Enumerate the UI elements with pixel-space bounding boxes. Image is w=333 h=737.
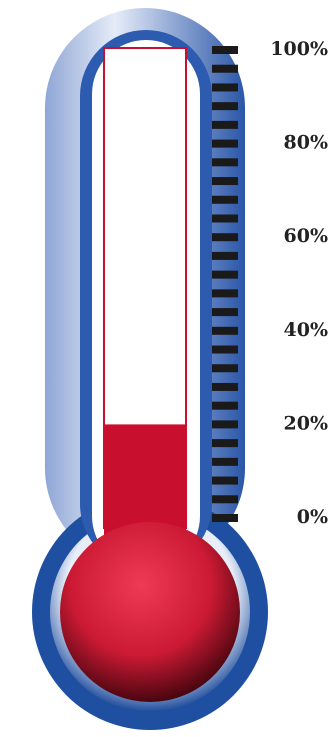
y-tick-label: 40% <box>284 319 329 341</box>
tick-mark <box>212 420 238 429</box>
tick-mark <box>212 120 238 129</box>
tick-mark <box>212 46 238 54</box>
tick-mark <box>212 251 238 260</box>
tick-mark <box>212 439 238 448</box>
y-tick-label: 80% <box>284 132 329 154</box>
tick-mark <box>212 158 238 167</box>
tick-mark <box>212 401 238 410</box>
tick-mark <box>212 495 238 504</box>
tick-mark <box>212 289 238 298</box>
y-tick-label: 60% <box>284 225 329 247</box>
tick-mark <box>212 177 238 186</box>
tick-mark <box>212 364 238 373</box>
tick-mark <box>212 64 238 73</box>
tick-mark <box>212 102 238 111</box>
tick-mark <box>212 326 238 335</box>
tick-mark <box>212 139 238 148</box>
tick-mark <box>212 195 238 204</box>
tick-mark <box>212 233 238 242</box>
tick-mark <box>212 214 238 223</box>
tick-mark <box>212 382 238 391</box>
tick-mark <box>212 83 238 92</box>
mercury-column <box>104 424 186 538</box>
tick-mark <box>212 476 238 485</box>
tick-mark <box>212 270 238 279</box>
tick-mark <box>212 457 238 466</box>
tick-mark <box>212 514 238 522</box>
tick-mark <box>212 345 238 354</box>
mercury-bulb <box>60 522 240 702</box>
y-tick-label: 20% <box>284 412 329 434</box>
tick-mark <box>212 308 238 317</box>
y-tick-label: 100% <box>270 38 328 60</box>
y-tick-label: 0% <box>297 506 328 528</box>
